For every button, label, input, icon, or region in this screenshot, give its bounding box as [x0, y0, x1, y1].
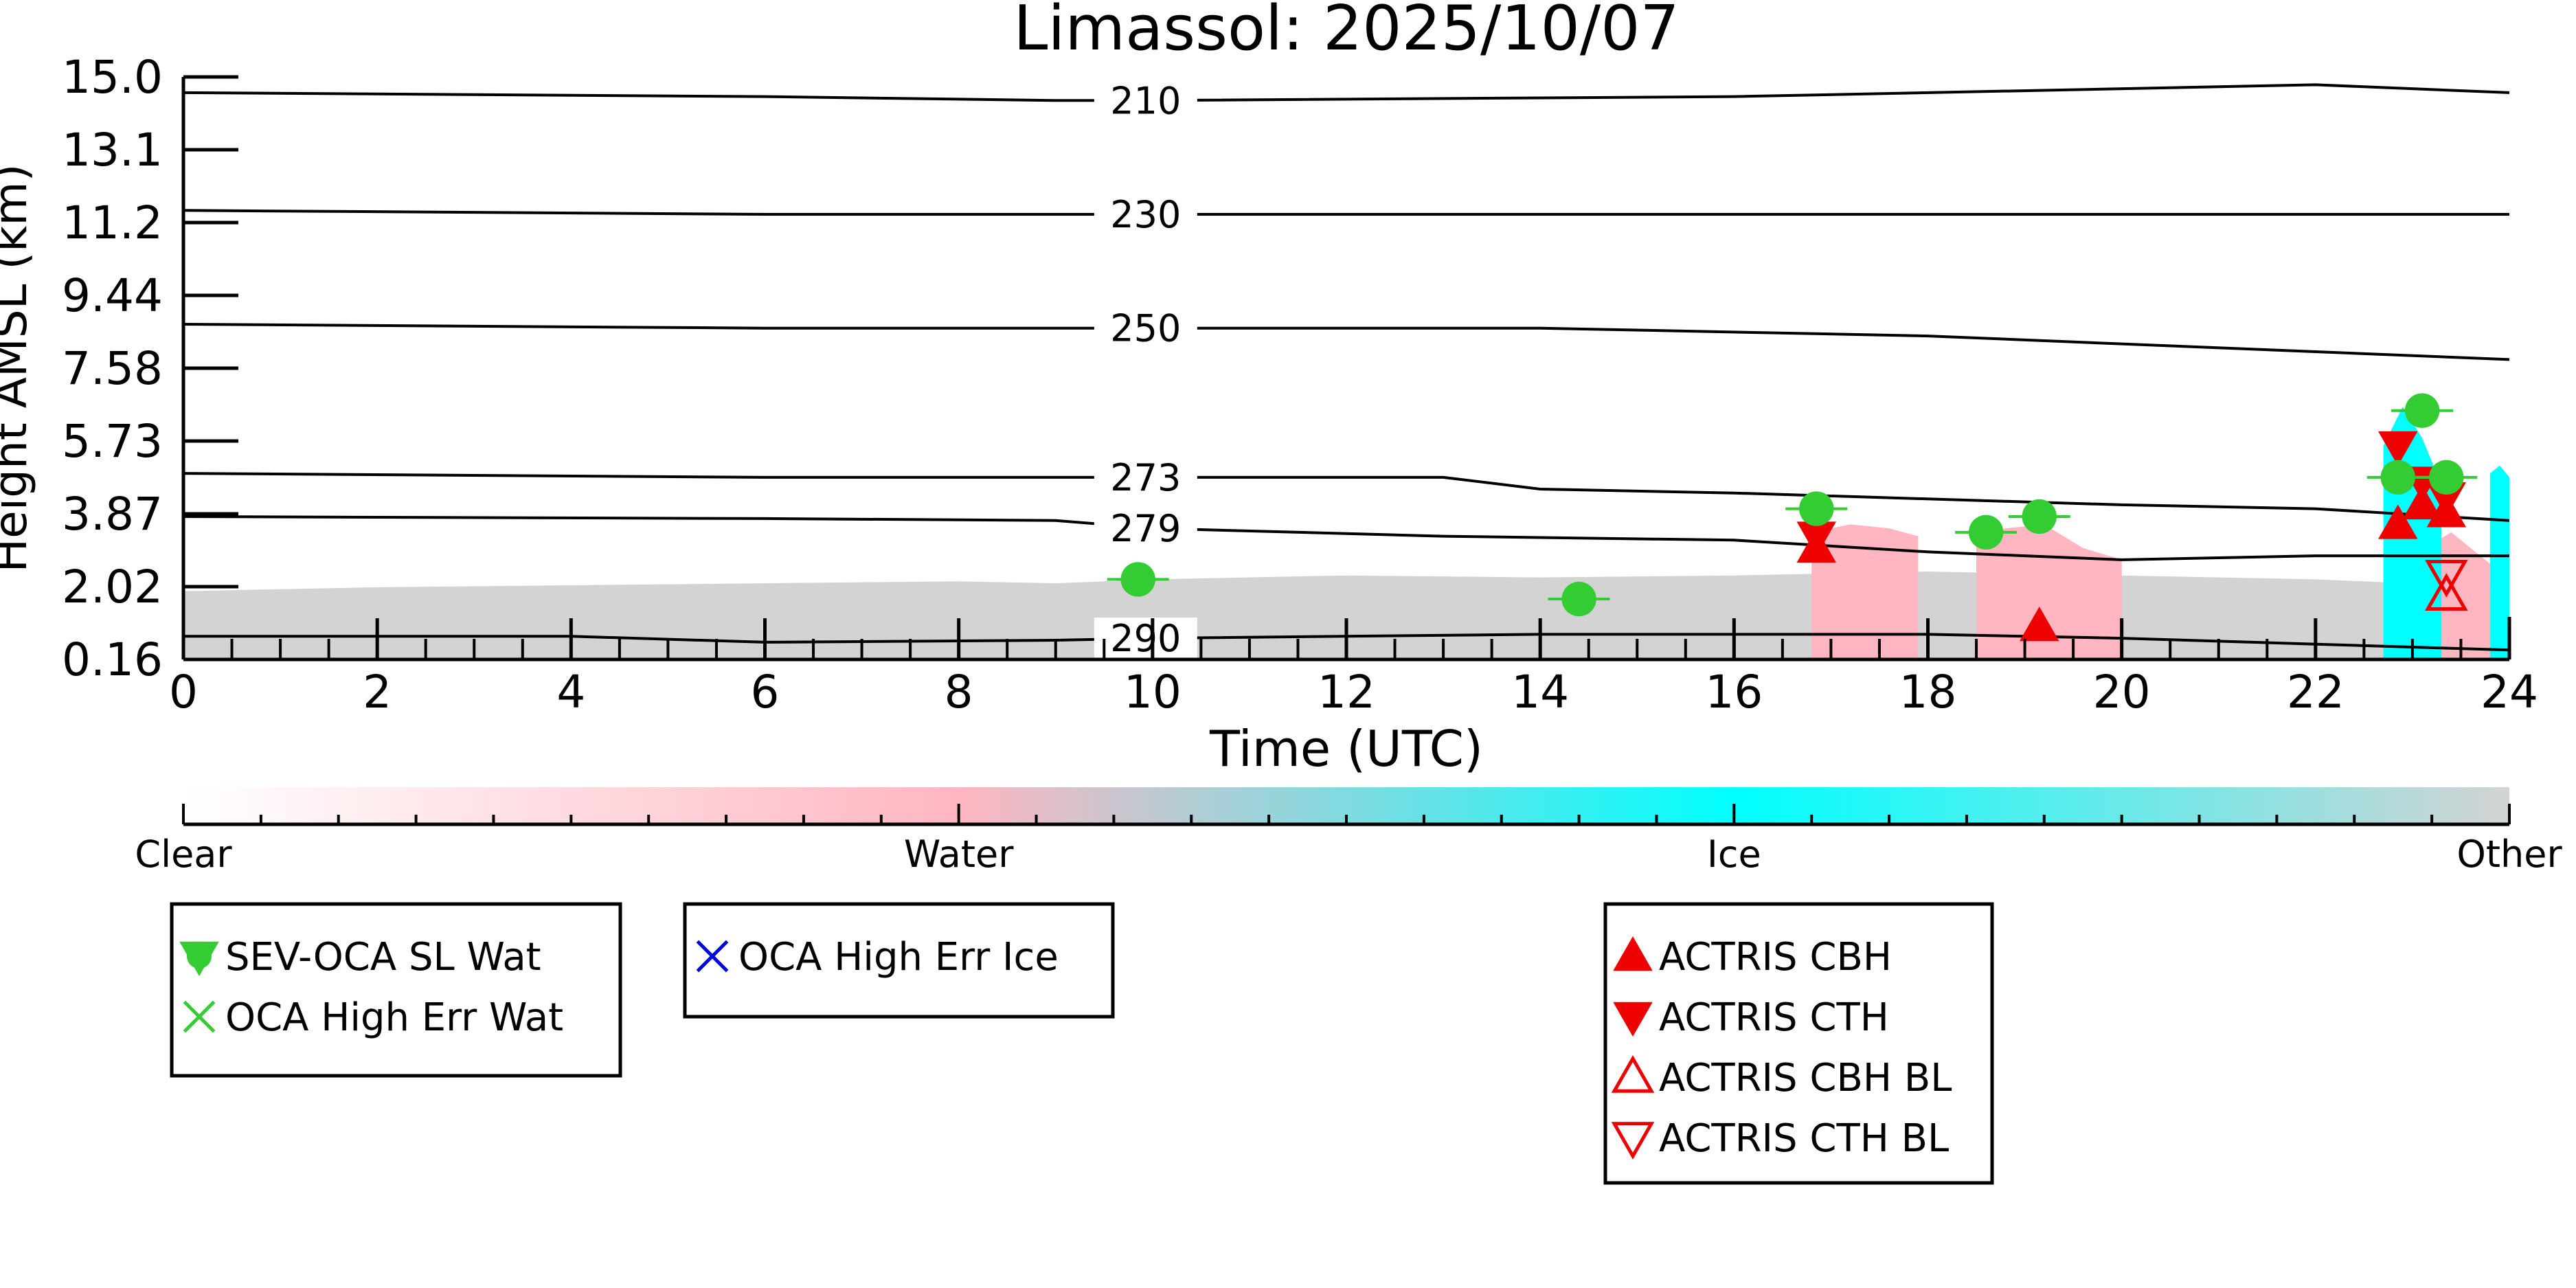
x-tick-label: 18 — [1899, 666, 1957, 719]
legend-label: ACTRIS CTH BL — [1659, 1116, 1949, 1161]
legend-marker-actris-cbh-bl — [1611, 1054, 1655, 1093]
colorbar-label-clear: Clear — [135, 833, 232, 876]
contour-label-230: 230 — [1110, 193, 1181, 236]
legend-label: OCA High Err Wat — [225, 995, 563, 1040]
x-tick-label: 16 — [1705, 666, 1763, 719]
legend-label: SEV-OCA SL Wat — [225, 935, 541, 980]
phase-region-ice-5 — [2489, 465, 2509, 659]
marker-sev-oca-sl-wat — [2008, 499, 2070, 534]
legend-box-2: OCA High Err Ice — [683, 902, 1115, 1019]
y-tick-label: 15.0 — [62, 51, 163, 104]
legend-frame — [170, 902, 622, 1078]
phase-colorbar: Clear Water Ice Other — [135, 787, 2562, 876]
legend-marker-oca-high-err-wat — [183, 1000, 216, 1033]
chart-title: Limassol: 2025/10/07 — [1013, 0, 1679, 65]
x-axis-label: Time (UTC) — [1209, 720, 1483, 778]
temperature-contours — [183, 83, 2509, 652]
marker-actris-cbh — [2402, 484, 2442, 520]
legend: SEV-OCA SL Wat OCA High Err Wat OCA High E… — [170, 902, 1994, 1185]
marker-sev-oca-sl-wat — [2415, 460, 2478, 495]
legend-frame — [683, 902, 1115, 1019]
x-tick-label: 8 — [945, 666, 973, 719]
x-tick-label: 24 — [2481, 666, 2538, 719]
colorbar-labels: Clear Water Ice Other — [135, 833, 2562, 876]
legend-marker-oca-high-err-ice — [696, 940, 729, 973]
x-tick-label: 10 — [1124, 666, 1182, 719]
marker-sev-oca-sl-wat — [1955, 515, 2018, 550]
marker-sev-oca-sl-wat — [2391, 393, 2454, 428]
contour-label-bg — [1094, 80, 1197, 122]
y-tick-label: 9.44 — [62, 269, 163, 322]
phase-region-water-1 — [1811, 524, 1919, 659]
colorbar-label-water: Water — [904, 833, 1014, 876]
contour-line-250 — [183, 323, 2509, 361]
colorbar-label-ice: Ice — [1707, 833, 1761, 876]
contour-label-273: 273 — [1110, 456, 1181, 499]
legend-marker-sev-oca-sl-wat — [179, 941, 219, 977]
y-tick-label: 5.73 — [62, 415, 163, 468]
legend-label: OCA High Err Ice — [738, 935, 1059, 980]
legend-box-3: ACTRIS CBH ACTRIS CTH ACTRIS CBH BL ACTRIS … — [1603, 902, 1994, 1185]
colorbar-label-other: Other — [2456, 833, 2562, 876]
y-tick-label: 2.02 — [62, 561, 163, 613]
y-tick-label: 7.58 — [62, 342, 163, 395]
legend-marker-actris-cbh — [1613, 936, 1653, 971]
contour-label-bg — [1094, 194, 1197, 235]
x-tick-label: 14 — [1511, 666, 1569, 719]
phase-region-water-3 — [2432, 532, 2490, 659]
contour-label-290: 290 — [1110, 617, 1181, 660]
marker-actris-cth-bl — [2424, 559, 2468, 598]
x-tick-label: 0 — [169, 666, 198, 719]
marker-actris-cbh-bl — [2424, 573, 2468, 611]
marker-actris-cth — [2378, 431, 2418, 466]
data-markers — [1107, 393, 2478, 642]
x-tick-label: 20 — [2093, 666, 2151, 719]
contour-label-bg — [1094, 307, 1197, 349]
x-tick-label: 4 — [556, 666, 585, 719]
marker-sev-oca-sl-wat — [1785, 491, 1848, 526]
plot-axes: 0 2 4 6 8 10 12 14 16 18 20 22 240.162.023.875.737.5… — [62, 51, 2538, 719]
legend-label: ACTRIS CBH — [1659, 935, 1892, 980]
marker-sev-oca-sl-wat — [1548, 581, 1610, 617]
contour-label-210: 210 — [1110, 79, 1181, 122]
contour-label-250: 250 — [1110, 307, 1181, 350]
legend-label: ACTRIS CBH BL — [1659, 1056, 1952, 1100]
x-tick-label: 12 — [1318, 666, 1375, 719]
y-tick-label: 3.87 — [62, 488, 163, 541]
contour-line-230 — [183, 209, 2509, 216]
x-tick-label: 6 — [751, 666, 780, 719]
marker-actris-cbh — [2020, 606, 2059, 642]
marker-actris-cbh — [2378, 504, 2418, 539]
contour-line-279 — [183, 515, 2509, 561]
contour-label-279: 279 — [1110, 507, 1181, 550]
contour-line-210 — [183, 83, 2509, 102]
y-tick-label: 13.1 — [62, 124, 163, 177]
legend-box-1: SEV-OCA SL Wat OCA High Err Wat — [170, 902, 622, 1078]
contour-label-bg — [1094, 508, 1197, 550]
x-tick-label: 22 — [2287, 666, 2345, 719]
contour-label-bg — [1094, 456, 1197, 498]
marker-sev-oca-sl-wat — [1107, 562, 1169, 597]
legend-label: ACTRIS CTH — [1659, 995, 1889, 1040]
contour-line-273 — [183, 472, 2509, 522]
contour-labels: 210 230 250 273 279 290 — [1094, 79, 1197, 660]
legend-marker-actris-cth-bl — [1611, 1122, 1655, 1160]
legend-frame — [1603, 902, 1994, 1185]
x-tick-label: 2 — [363, 666, 392, 719]
y-axis-label: Height AMSL (km) — [0, 164, 37, 573]
y-tick-label: 0.16 — [62, 633, 163, 686]
legend-marker-actris-cth — [1613, 1002, 1653, 1037]
y-tick-label: 11.2 — [62, 196, 163, 249]
contour-label-bg — [1094, 618, 1197, 659]
